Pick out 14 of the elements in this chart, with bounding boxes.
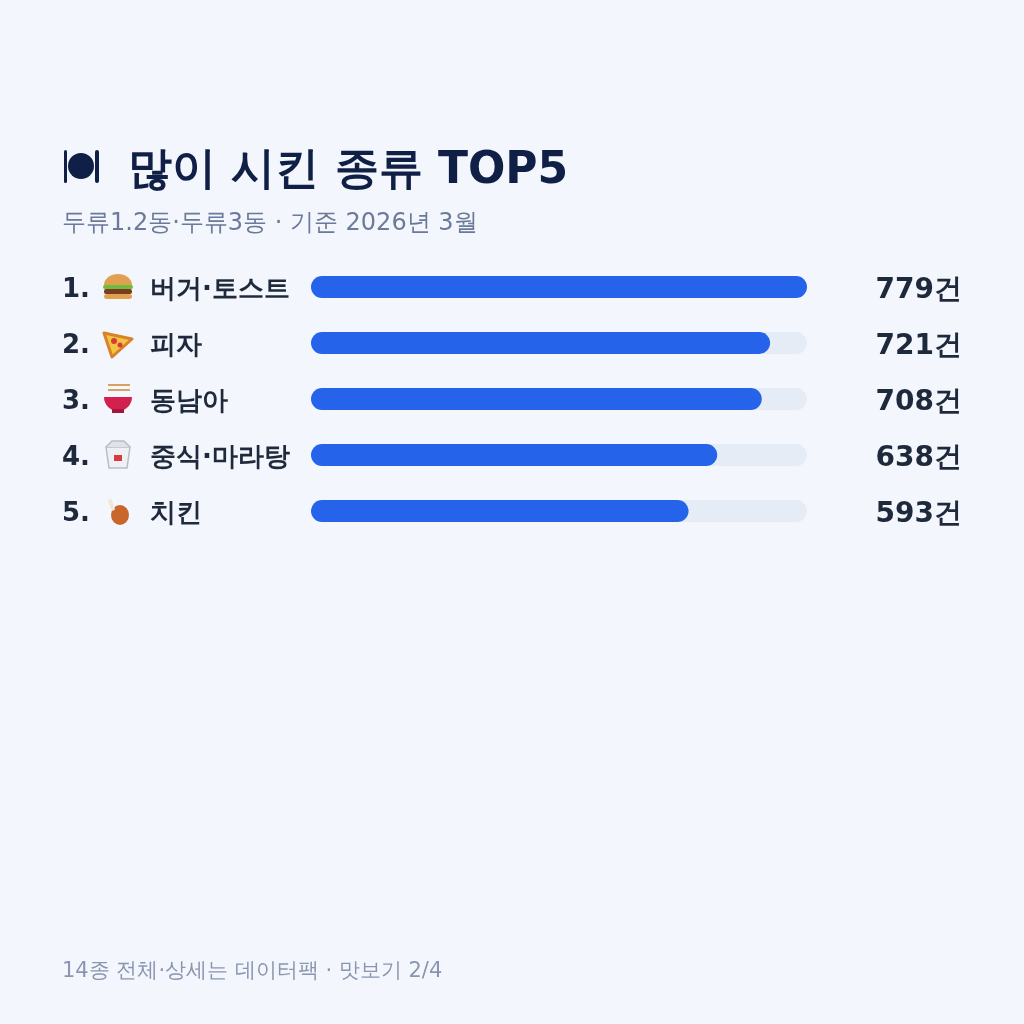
text: 14종 전체·상세는 데이터팩 · 맛보기 2/4 [62,958,443,982]
data-label: 721건 [875,328,962,361]
category-label: 1. 버거·토스트 [62,273,290,303]
chart-subtitle: 두류1.2동·두류3동 · 기준 2026년 3월 [62,208,478,236]
data-label: 638건 [875,440,962,473]
data-label: 708건 [875,384,962,417]
category-label: 3. 동남아 [62,385,228,415]
category-label: 4. 중식·마라탕 [62,441,290,471]
category-label: 2. 피자 [62,329,202,359]
chart-title: 많이 시킨 종류 TOP5 [128,142,569,193]
data-label: 593건 [875,496,962,529]
bar [311,276,807,298]
category-label: 5. 치킨 [62,497,202,527]
data-label: 779건 [875,272,962,305]
